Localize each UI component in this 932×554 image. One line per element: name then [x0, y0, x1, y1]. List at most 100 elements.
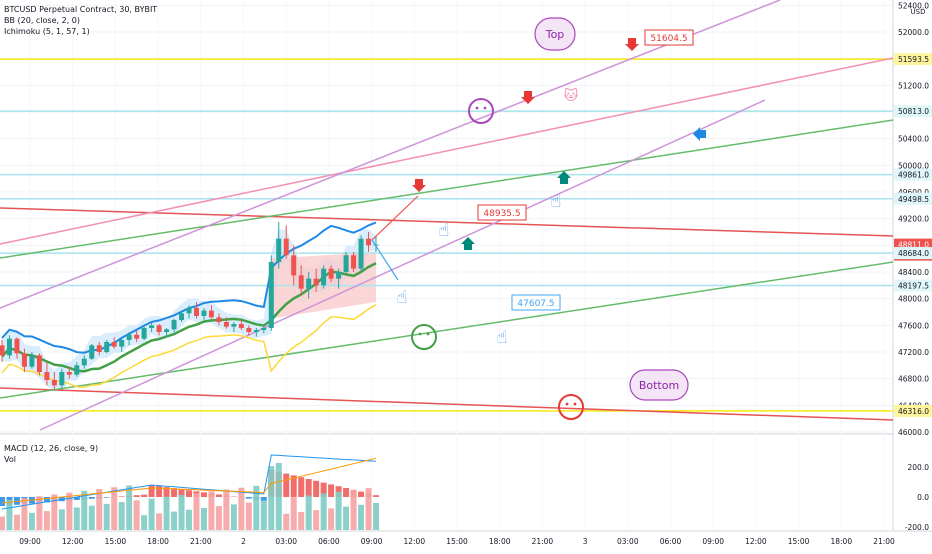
candle-body — [97, 345, 102, 352]
price-axis-unit: USD — [911, 8, 926, 16]
candle-body — [239, 324, 244, 328]
callout-51604-text: 51604.5 — [650, 34, 687, 44]
time-tick-label: 06:00 — [318, 537, 340, 546]
candle-body — [351, 255, 356, 268]
candle-body — [187, 308, 192, 313]
price-tick-label: 47200.0 — [898, 348, 929, 357]
candle-body — [142, 328, 147, 339]
volume-bar — [44, 511, 50, 530]
sad-face-icon — [559, 395, 583, 419]
candle-body — [216, 317, 221, 322]
cat-face-icon: 🐱 — [564, 87, 579, 104]
time-tick-label: 06:00 — [660, 537, 682, 546]
time-tick-label: 18:00 — [489, 537, 511, 546]
candle-body — [246, 328, 251, 332]
price-tick-label: 46800.0 — [898, 375, 929, 384]
volume-bar — [149, 499, 155, 531]
legend-macd: MACD (12, 26, close, 9) — [4, 443, 98, 454]
macd-histogram-bar — [313, 481, 319, 497]
candle-body — [261, 328, 266, 330]
chart-legend: BTCUSD Perpetual Contract, 30, BYBIT BB … — [4, 4, 157, 37]
volume-bar — [321, 494, 327, 530]
price-tick-label: 48000.0 — [898, 295, 929, 304]
time-tick-label: 12:00 — [403, 537, 425, 546]
volume-bar — [164, 497, 170, 530]
candle-body — [344, 255, 349, 272]
volume-bar — [156, 513, 162, 530]
candle-body — [284, 239, 289, 256]
price-tick-label: 51200.0 — [898, 81, 929, 90]
candle-body — [194, 308, 199, 316]
macd-histogram-bar — [156, 486, 162, 497]
price-label-text: 48684.0 — [898, 249, 929, 258]
time-tick-label: 15:00 — [105, 537, 127, 546]
time-tick-label: 15:00 — [788, 537, 810, 546]
callout-48935-text: 48935.5 — [483, 209, 520, 219]
arrow-up-icon — [557, 171, 571, 184]
candle-body — [329, 269, 334, 279]
candle-body — [314, 279, 319, 286]
pointer-hand-icon: ☝ — [497, 327, 508, 348]
candle-body — [29, 355, 34, 366]
macd-tick-label: 0.0 — [917, 493, 929, 502]
volume-bar — [306, 495, 312, 530]
legend-vol: Vol — [4, 454, 98, 465]
time-tick-label: 03:00 — [617, 537, 639, 546]
candle-body — [209, 311, 214, 318]
pointer-hand-icon: ☝ — [397, 287, 408, 308]
smile-face-icon-eye — [484, 107, 487, 110]
neutral-face-icon-ring — [412, 325, 436, 349]
candle-body — [52, 380, 57, 385]
pointer-hand-icon: ☝ — [439, 220, 450, 241]
callout-47607-text: 47607.5 — [517, 299, 554, 309]
volume-bar — [343, 507, 349, 530]
candle-body — [127, 335, 132, 340]
candle-body — [89, 345, 94, 358]
volume-bar — [351, 490, 357, 530]
candle-body — [0, 345, 5, 355]
legend-symbol: BTCUSD Perpetual Contract, 30, BYBIT — [4, 4, 157, 15]
price-label-text: 46316.0 — [898, 407, 929, 416]
time-tick-label: 12:00 — [62, 537, 84, 546]
time-tick-label: 09:00 — [702, 537, 724, 546]
candle-body — [104, 342, 109, 352]
volume-bar — [201, 508, 207, 530]
volume-bar — [186, 510, 192, 530]
trend-line — [0, 0, 780, 308]
volume-bar — [336, 492, 342, 530]
top-bubble: Top — [535, 18, 575, 50]
volume-bar — [358, 505, 364, 530]
candle-body — [276, 239, 281, 262]
macd-tick-label: 200.0 — [908, 463, 930, 472]
macd-histogram-bar — [0, 497, 5, 506]
time-tick-label: 2 — [241, 537, 246, 546]
candle-body — [164, 329, 169, 332]
macd-histogram-bar — [298, 477, 304, 497]
volume-bar — [179, 495, 185, 530]
macd-histogram-bar — [141, 495, 147, 497]
candle-body — [172, 320, 177, 329]
volume-bar — [21, 498, 27, 530]
candle-body — [157, 325, 162, 332]
price-tick-label: 46000.0 — [898, 428, 929, 437]
volume-bar — [29, 513, 35, 530]
macd-histogram-bar — [306, 479, 312, 497]
volume-bar — [6, 500, 12, 530]
sad-face-icon-eye — [574, 403, 577, 406]
indicator-legend: MACD (12, 26, close, 9) Vol — [4, 443, 98, 465]
volume-bar — [89, 506, 95, 530]
candle-body — [134, 335, 139, 339]
price-label-text: 50813.0 — [898, 107, 929, 116]
time-tick-label: 21:00 — [873, 537, 895, 546]
volume-bar — [59, 509, 65, 530]
pointer-hand-icon: ☝ — [551, 191, 562, 212]
macd-histogram-bar — [328, 484, 334, 497]
top-bubble-text: Top — [545, 28, 565, 41]
volume-bar — [208, 491, 214, 530]
candle-body — [366, 239, 371, 246]
time-tick-label: 21:00 — [532, 537, 554, 546]
macd-histogram-bar — [261, 497, 267, 501]
volume-bar — [328, 508, 334, 530]
